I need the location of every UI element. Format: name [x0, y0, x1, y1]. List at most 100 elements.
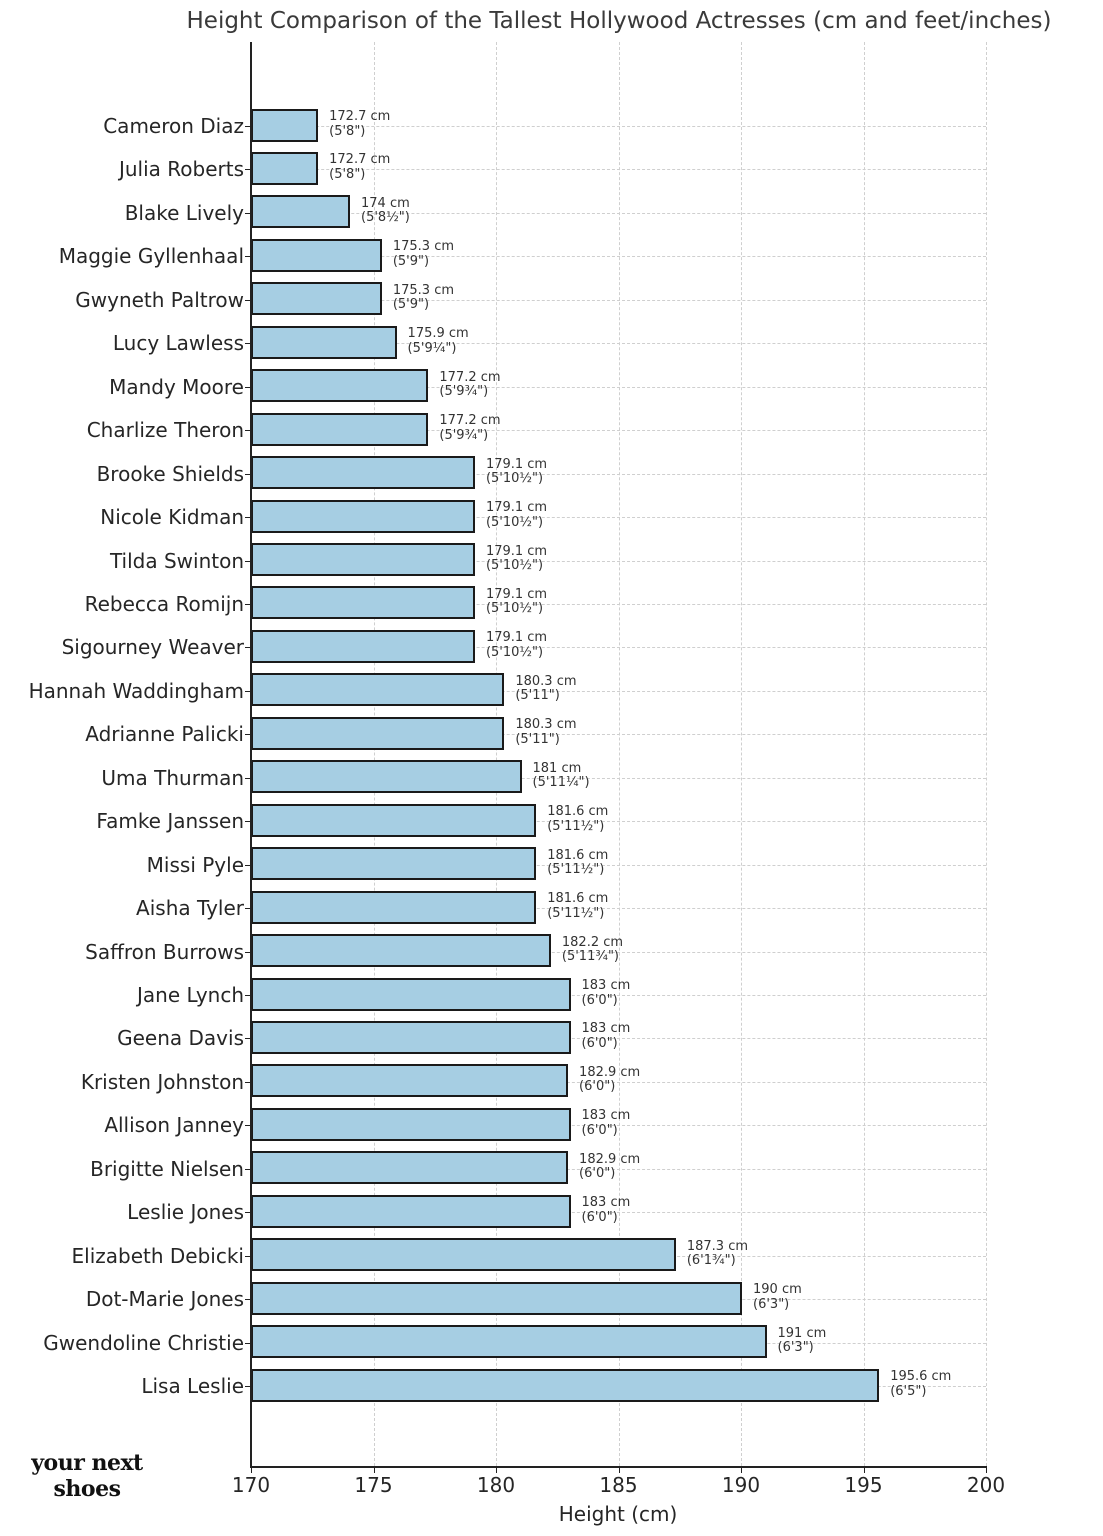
horizontal-gridline	[251, 1081, 986, 1083]
value-label-ft: (5'10½")	[485, 644, 544, 660]
y-tick-mark	[245, 908, 251, 910]
bar	[251, 760, 522, 794]
y-tick-label: Geena Davis	[117, 1026, 244, 1051]
value-label: 179.1 cm (5'10½")	[486, 501, 547, 530]
horizontal-gridline	[251, 777, 986, 779]
value-label: 174 cm (5'8½")	[361, 196, 410, 226]
y-tick-label: Lucy Lawless	[112, 331, 244, 356]
horizontal-gridline	[251, 995, 986, 996]
watermark-logo: your next shoes	[22, 1450, 152, 1502]
y-tick-mark	[245, 951, 251, 953]
y-tick-label: Aisha Tyler	[136, 896, 244, 921]
y-tick-label: Brigitte Nielsen	[90, 1156, 244, 1181]
y-tick-mark	[245, 1386, 251, 1388]
value-label-cm: 179.1 cm	[485, 456, 548, 472]
bar	[251, 890, 537, 924]
horizontal-gridline	[251, 908, 986, 910]
y-tick-label: Dot-Marie Jones	[85, 1287, 244, 1312]
bar	[251, 586, 475, 620]
value-label-ft: (5'10½")	[485, 471, 544, 487]
bar	[251, 369, 429, 403]
y-tick-mark	[245, 169, 251, 171]
y-tick-label: Kristen Johnston	[80, 1069, 244, 1094]
horizontal-gridline	[251, 212, 986, 214]
bar	[251, 108, 319, 142]
value-label-ft: (5'10½")	[485, 558, 544, 573]
bar	[251, 282, 382, 316]
y-tick-mark	[245, 864, 251, 866]
y-tick-label: Brooke Shields	[96, 461, 244, 486]
value-label-ft: (6'5")	[890, 1383, 927, 1399]
value-label-ft: (5'8")	[329, 123, 366, 139]
y-tick-label: Gwyneth Paltrow	[75, 287, 244, 312]
y-tick-mark	[245, 1212, 251, 1214]
value-label-cm: 182.9 cm	[579, 1151, 641, 1167]
value-label-cm: 191 cm	[777, 1325, 827, 1341]
value-label-ft: (5'8")	[329, 166, 366, 182]
bar	[251, 1238, 676, 1272]
value-label-ft: (5'9¾")	[439, 384, 489, 400]
horizontal-gridline	[251, 343, 986, 345]
y-tick-mark	[245, 299, 251, 301]
y-tick-mark	[245, 1255, 251, 1257]
value-label-cm: 179.1 cm	[485, 586, 548, 602]
value-label-ft: (5'11")	[515, 688, 560, 704]
value-label: 179.1 cm (5'10½")	[485, 543, 548, 574]
value-label: 195.6 cm (6'5")	[890, 1370, 951, 1399]
value-label-ft: (6'0")	[581, 1209, 618, 1225]
value-label-ft: (5'10½")	[485, 514, 544, 530]
y-tick-label: Nicole Kidman	[100, 505, 244, 530]
y-tick-mark	[245, 343, 251, 345]
horizontal-gridline	[251, 1038, 986, 1040]
y-tick-mark	[245, 647, 251, 649]
bar	[251, 325, 397, 359]
bar	[251, 412, 429, 446]
value-label: 180.3 cm (5'11")	[515, 718, 576, 747]
value-label-ft: (5'9¾")	[439, 427, 489, 443]
value-label-cm: 172.7 cm	[329, 109, 391, 124]
chart-title: Height Comparison of the Tallest Hollywo…	[186, 8, 1052, 34]
horizontal-gridline	[251, 647, 986, 649]
vertical-gridline	[986, 42, 987, 1466]
y-tick-mark	[245, 1168, 251, 1170]
x-tick-label: 175	[354, 1473, 393, 1497]
watermark-line-2: shoes	[53, 1476, 121, 1502]
bar	[251, 499, 475, 533]
value-label: 179.1 cm (5'10½")	[486, 631, 547, 660]
value-label: 183 cm (6'0")	[582, 1022, 631, 1051]
value-label-ft: (5'9¼")	[407, 340, 457, 356]
value-label-ft: (6'0")	[581, 1122, 618, 1138]
horizontal-gridline	[251, 1125, 986, 1127]
x-tick-mark	[863, 1467, 865, 1473]
bar	[251, 195, 350, 229]
value-label: 172.7 cm (5'8")	[329, 153, 390, 182]
value-label-ft: (6'0")	[581, 992, 618, 1008]
value-label: 175.3 cm (5'9")	[393, 283, 454, 313]
y-tick-label: Maggie Gyllenhaal	[58, 244, 244, 269]
bar	[251, 238, 382, 272]
y-tick-mark	[245, 560, 251, 562]
value-label: 190 cm (6'3")	[753, 1283, 802, 1312]
value-label: 181.6 cm (5'11½")	[547, 847, 609, 878]
value-label-cm: 181.6 cm	[547, 847, 609, 863]
value-label-cm: 177.2 cm	[439, 369, 501, 385]
value-label-ft: (5'9")	[392, 253, 430, 269]
value-label: 175.9 cm (5'9¼")	[408, 327, 469, 356]
value-label: 172.7 cm (5'8")	[329, 109, 391, 139]
y-tick-mark	[245, 603, 251, 605]
x-tick-label: 180	[476, 1473, 516, 1497]
value-label-cm: 183 cm	[581, 1021, 631, 1037]
y-tick-mark	[245, 1038, 251, 1040]
vertical-gridline	[863, 42, 865, 1466]
y-tick-mark	[245, 256, 251, 258]
horizontal-gridline	[251, 256, 986, 258]
value-label: 182.2 cm (5'11¾")	[562, 935, 623, 965]
value-label-cm: 179.1 cm	[485, 543, 548, 559]
horizontal-gridline	[251, 299, 986, 301]
horizontal-gridline	[251, 821, 986, 823]
y-tick-label: Tilda Swinton	[109, 548, 244, 573]
value-label-cm: 195.6 cm	[890, 1369, 952, 1385]
y-tick-label: Gwendoline Christie	[43, 1330, 244, 1355]
y-tick-label: Sigourney Weaver	[61, 635, 244, 660]
value-label-cm: 180.3 cm	[515, 673, 577, 689]
